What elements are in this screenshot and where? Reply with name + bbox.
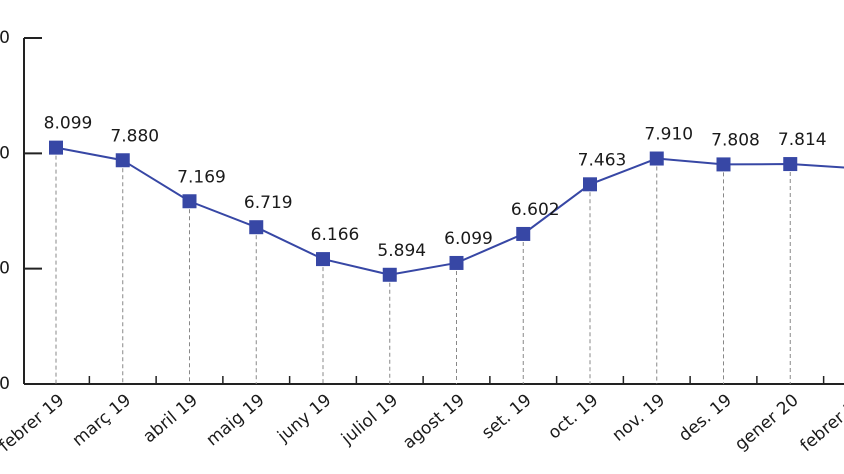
x-tick-label: des. 19 bbox=[675, 390, 736, 446]
x-tick-label: febrer 19 bbox=[0, 390, 68, 456]
y-tick-label: 6.000 bbox=[0, 259, 10, 279]
x-tick-label: oct. 19 bbox=[544, 390, 602, 443]
marker bbox=[449, 255, 464, 270]
marker bbox=[716, 157, 731, 172]
y-tick-label: 4.000 bbox=[0, 374, 10, 394]
x-tick-label: nov. 19 bbox=[609, 390, 670, 445]
value-label: 7.910 bbox=[644, 125, 693, 145]
marker bbox=[649, 151, 664, 166]
marker bbox=[382, 267, 397, 282]
value-label: 6.602 bbox=[511, 200, 560, 220]
y-tick-label: 10.000 bbox=[0, 28, 10, 48]
marker bbox=[783, 157, 798, 172]
marker bbox=[249, 220, 264, 235]
marker bbox=[182, 194, 197, 209]
marker bbox=[516, 226, 531, 241]
x-tick-label: agost 19 bbox=[399, 390, 469, 453]
marker bbox=[316, 252, 330, 267]
value-label: 7.169 bbox=[177, 167, 226, 187]
value-label: 7.808 bbox=[711, 130, 760, 150]
value-label: 7.880 bbox=[110, 126, 159, 146]
x-tick-label: març 19 bbox=[69, 390, 135, 450]
x-tick-label: juliol 19 bbox=[337, 390, 402, 449]
y-tick-label: 8.000 bbox=[0, 143, 10, 163]
x-tick-label: set. 19 bbox=[478, 390, 536, 443]
x-tick-label: maig 19 bbox=[203, 390, 269, 450]
marker bbox=[115, 153, 130, 168]
x-tick-label: febrer 20 bbox=[797, 390, 844, 456]
value-label: 8.099 bbox=[44, 114, 93, 134]
marker bbox=[49, 140, 63, 155]
value-label: 6.166 bbox=[311, 225, 360, 245]
value-label: 7.463 bbox=[578, 150, 627, 170]
x-tick-label: gener 20 bbox=[731, 390, 802, 455]
marker bbox=[583, 177, 597, 192]
x-tick-label: abril 19 bbox=[140, 390, 202, 447]
value-label: 6.719 bbox=[244, 193, 293, 213]
value-label: 6.099 bbox=[444, 229, 493, 249]
x-tick-label: juny 19 bbox=[273, 390, 335, 447]
value-label: 5.894 bbox=[377, 241, 426, 261]
value-label: 7.814 bbox=[778, 130, 827, 150]
